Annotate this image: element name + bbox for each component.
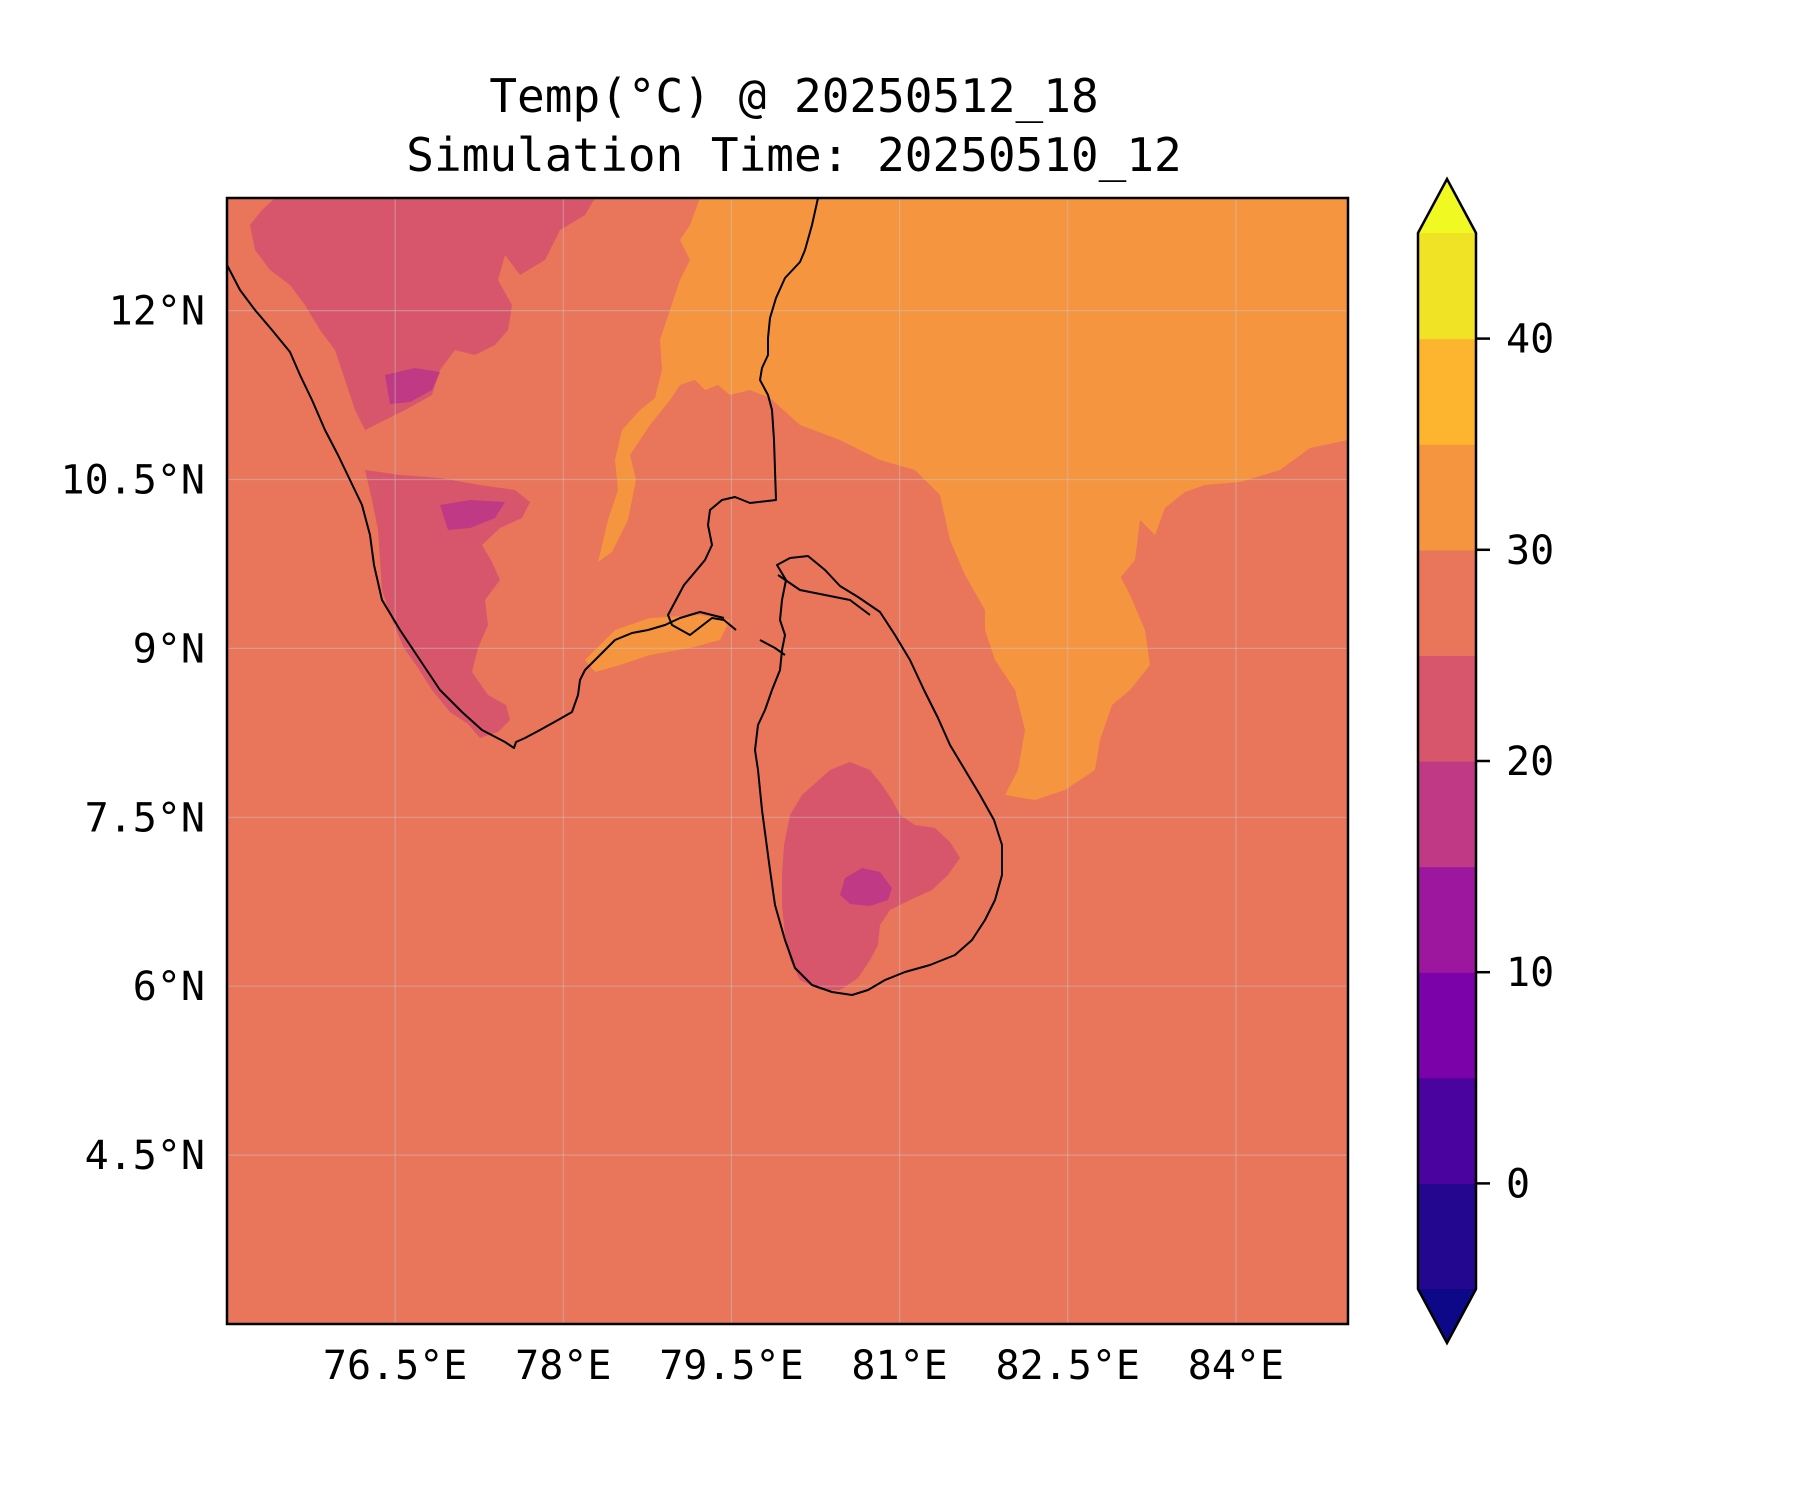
- bay-warm-tongue: [1030, 470, 1140, 620]
- map-frame: [225, 196, 1350, 1326]
- colorbar: 0 10 20 30 40: [1416, 176, 1554, 1346]
- colorbar-tick-label: 0: [1506, 1161, 1530, 1207]
- bay-of-bengal-warm-region: [598, 198, 1348, 800]
- colorbar-band: [1418, 1077, 1476, 1184]
- colorbar-band: [1418, 233, 1476, 340]
- gridlines: [227, 198, 1348, 1324]
- y-tick-label: 7.5°N: [85, 795, 205, 841]
- west-ghats-cool-region: [250, 198, 595, 430]
- india-east-coast-line: [667, 198, 819, 636]
- colorbar-tick-label: 10: [1506, 950, 1554, 996]
- colorbar-tick-label: 20: [1506, 739, 1554, 785]
- colorbar-band: [1418, 761, 1476, 868]
- y-axis-ticks: 12°N 10.5°N 9°N 7.5°N 6°N 4.5°N: [61, 289, 206, 1179]
- colorbar-band: [1418, 655, 1476, 762]
- nilgiri-peak-cold-region: [385, 368, 440, 404]
- india-west-coast-line: [227, 264, 725, 749]
- colorbar-over-triangle: [1418, 179, 1476, 233]
- y-tick-label: 6°N: [133, 964, 205, 1010]
- colorbar-band: [1418, 972, 1476, 1079]
- y-tick-label: 12°N: [109, 289, 205, 335]
- title-line-1: Temp(°C) @ 20250512_18: [489, 69, 1098, 123]
- x-tick-label: 84°E: [1188, 1343, 1284, 1389]
- sri-lanka-coastline: [754, 555, 1003, 996]
- palani-peak-cold-region: [440, 500, 505, 530]
- palani-hills-cool-region: [365, 470, 530, 738]
- colorbar-band: [1418, 1183, 1476, 1290]
- x-tick-label: 79.5°E: [659, 1343, 804, 1389]
- x-tick-label: 81°E: [851, 1343, 947, 1389]
- jaffna-coast-detail: [759, 574, 871, 656]
- y-tick-label: 4.5°N: [85, 1133, 205, 1179]
- title-line-2: Simulation Time: 20250510_12: [406, 128, 1181, 182]
- x-tick-label: 76.5°E: [323, 1343, 468, 1389]
- colorbar-under-triangle: [1418, 1289, 1476, 1343]
- colorbar-tick-label: 40: [1506, 317, 1554, 363]
- x-tick-label: 82.5°E: [996, 1343, 1141, 1389]
- colorbar-band: [1418, 338, 1476, 445]
- x-tick-label: 78°E: [515, 1343, 611, 1389]
- y-tick-label: 9°N: [133, 626, 205, 672]
- colorbar-outline: [1416, 176, 1478, 1346]
- map-panel: [227, 198, 1348, 1324]
- coastlines: [227, 198, 1003, 996]
- sri-lanka-peak-cold-region: [840, 868, 892, 906]
- colorbar-band: [1418, 866, 1476, 973]
- y-tick-label: 10.5°N: [61, 458, 206, 504]
- colorbar-band: [1418, 549, 1476, 656]
- gulf-of-mannar-warm-strip: [585, 615, 730, 672]
- x-axis-ticks: 76.5°E 78°E 79.5°E 81°E 82.5°E 84°E: [323, 1343, 1284, 1389]
- colorbar-band: [1418, 444, 1476, 551]
- colorbar-tick-label: 30: [1506, 528, 1554, 574]
